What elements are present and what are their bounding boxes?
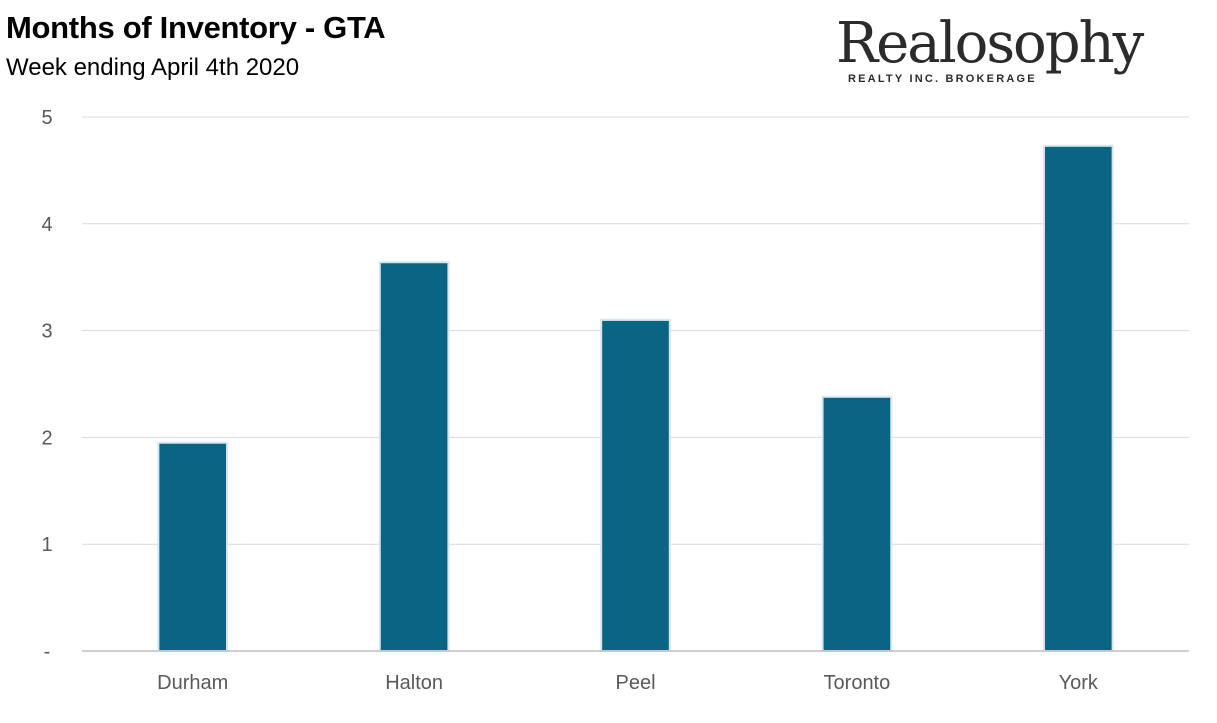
- x-tick-label: York: [1059, 672, 1099, 694]
- logo-wordmark: Realosophy: [836, 11, 1144, 76]
- chart-subtitle: Week ending April 4th 2020: [6, 54, 300, 81]
- brand-logo: Realosophy REALTY INC. BROKERAGE: [836, 12, 1166, 90]
- y-tick-label: 5: [41, 107, 52, 129]
- y-tick-labels: - 1 2 3 4 5: [41, 107, 52, 663]
- bars: [157, 144, 1114, 653]
- y-tick-label: 2: [41, 427, 52, 449]
- x-tick-label: Halton: [385, 672, 443, 694]
- x-tick-labels: Durham Halton Peel Toronto York: [157, 672, 1099, 694]
- bar-peel: [600, 318, 671, 652]
- chart-title: Months of Inventory - GTA: [6, 10, 386, 45]
- logo-tagline: REALTY INC. BROKERAGE: [848, 73, 1037, 85]
- y-tick-label: 3: [41, 321, 52, 343]
- y-tick-label: -: [44, 641, 51, 663]
- bar-york: [1042, 144, 1114, 652]
- x-tick-label: Peel: [615, 672, 655, 694]
- y-tick-label: 1: [41, 534, 52, 556]
- bar-toronto: [821, 395, 893, 653]
- bar-durham: [157, 441, 229, 652]
- x-tick-label: Toronto: [824, 672, 891, 694]
- bar-halton: [378, 261, 450, 652]
- y-tick-label: 4: [41, 214, 52, 236]
- x-tick-label: Durham: [157, 672, 228, 694]
